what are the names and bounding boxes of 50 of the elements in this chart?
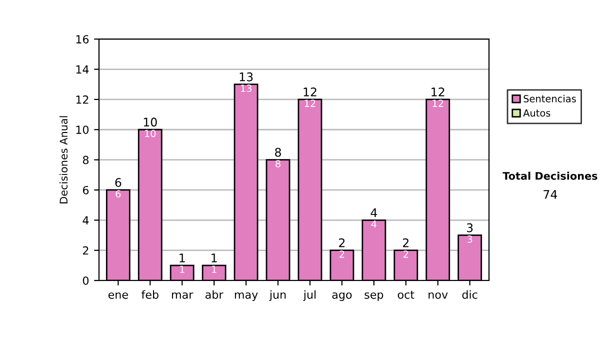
total-label: 12 bbox=[304, 87, 316, 96]
x-tick-label: jun bbox=[269, 290, 286, 301]
total-label: 10 bbox=[144, 118, 157, 127]
data-label: 4 bbox=[371, 220, 376, 228]
y-tick-label: 12 bbox=[76, 95, 88, 104]
total-label: 4 bbox=[370, 208, 378, 217]
x-tick-label: jul bbox=[303, 290, 316, 301]
legend-label: Sentencias bbox=[524, 94, 576, 102]
y-tick-label: 0 bbox=[82, 276, 89, 285]
x-tick-label: nov bbox=[428, 292, 448, 299]
total-label: 8 bbox=[275, 148, 281, 157]
text: Total Decisiones bbox=[502, 172, 598, 180]
y-tick-label: 14 bbox=[76, 65, 89, 74]
data-label: 2 bbox=[340, 250, 344, 258]
y-tick-label: 4 bbox=[82, 216, 89, 224]
data-label: 2 bbox=[404, 250, 408, 258]
data-label: 13 bbox=[240, 84, 252, 92]
x-tick-label: mar bbox=[172, 292, 194, 299]
data-label: 12 bbox=[432, 100, 444, 107]
x-tick-label: ago bbox=[332, 292, 352, 301]
data-label: 3 bbox=[467, 235, 472, 243]
data-label: 12 bbox=[304, 100, 316, 107]
data-label: 6 bbox=[116, 190, 121, 198]
total-label: 2 bbox=[339, 238, 345, 248]
y-axis-title: Decisiones Anual bbox=[60, 116, 68, 204]
y-tick-label: 16 bbox=[76, 35, 89, 44]
data-label: 8 bbox=[276, 160, 280, 168]
y-tick-label: 6 bbox=[82, 186, 89, 194]
total-label: 6 bbox=[115, 178, 122, 187]
x-tick-label: ene bbox=[108, 292, 128, 299]
total-label: 12 bbox=[432, 87, 444, 96]
x-tick-label: dic bbox=[462, 290, 478, 299]
y-tick-label: 10 bbox=[76, 126, 89, 134]
data-label: 1 bbox=[212, 266, 216, 273]
x-tick-label: oct bbox=[398, 290, 414, 299]
y-tick-label: 8 bbox=[82, 156, 89, 164]
total-label: 1 bbox=[212, 254, 217, 262]
x-tick-label: may bbox=[234, 292, 258, 301]
x-tick-label: feb bbox=[142, 290, 158, 299]
total-label: 2 bbox=[402, 238, 408, 248]
legend-label: Autos bbox=[523, 109, 550, 117]
total-label: 13 bbox=[240, 72, 253, 82]
total-label: 1 bbox=[180, 254, 185, 262]
x-tick-label: abr bbox=[206, 290, 224, 299]
data-label: 1 bbox=[180, 266, 184, 273]
x-tick-label: sep bbox=[364, 292, 384, 301]
data-label: 10 bbox=[145, 130, 156, 138]
total-label: 3 bbox=[466, 223, 473, 232]
y-tick-label: 2 bbox=[83, 246, 88, 255]
text: 74 bbox=[544, 190, 558, 199]
